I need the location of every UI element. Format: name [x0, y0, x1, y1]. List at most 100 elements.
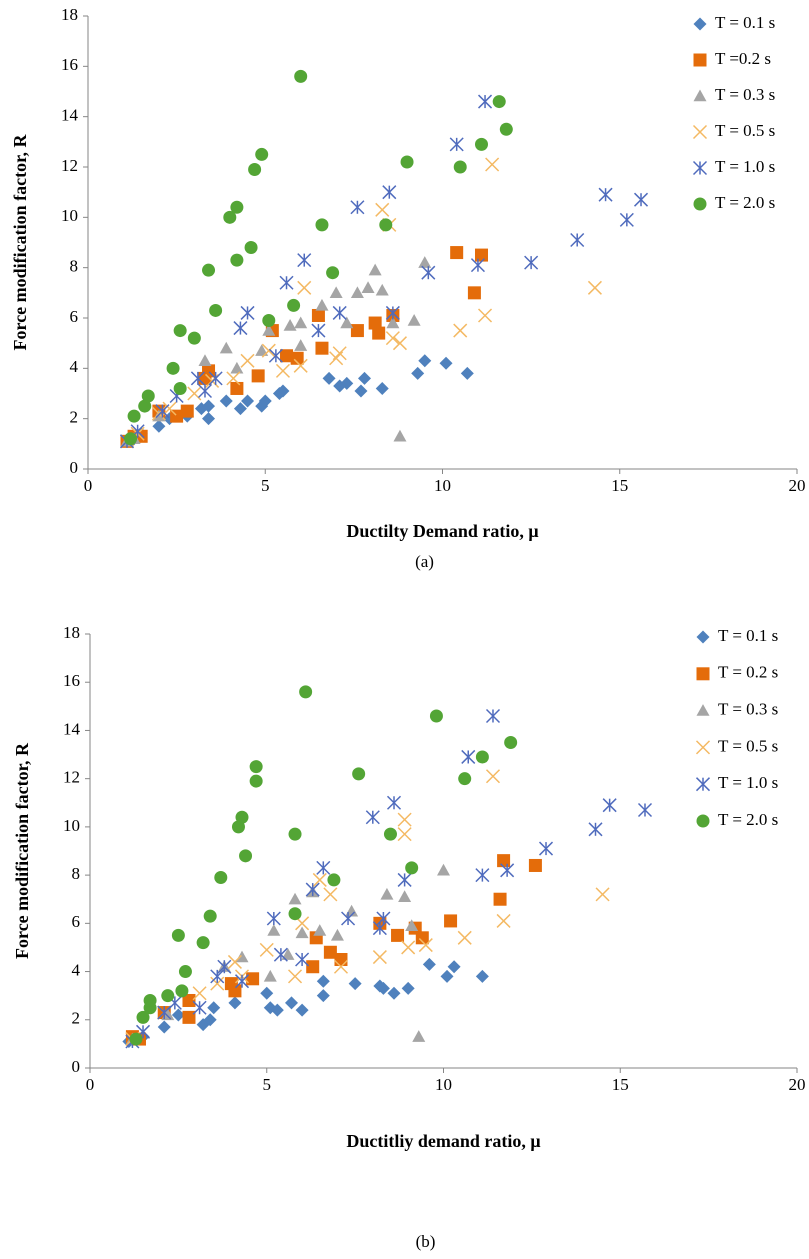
x-axis-title: Ductitliy demand ratio, μ [346, 1131, 540, 1151]
triangle-marker [294, 316, 308, 329]
marker-stroke [261, 343, 276, 358]
circle-marker [379, 218, 393, 232]
legend-label: T = 0.1 s [718, 626, 778, 645]
marker-stroke [695, 740, 711, 755]
x-marker [385, 331, 400, 346]
triangle-marker [219, 341, 233, 354]
circle-marker [161, 989, 175, 1003]
y-tick-label: 0 [70, 458, 79, 477]
x-marker [293, 358, 308, 373]
marker-stroke [418, 938, 433, 953]
circle-marker [244, 241, 258, 255]
square-marker [372, 326, 386, 340]
asterisk-marker [637, 802, 653, 818]
square-marker [693, 53, 707, 67]
square-marker [290, 351, 304, 365]
x-marker [323, 887, 338, 902]
circle-marker [287, 298, 301, 312]
asterisk-marker [234, 974, 250, 989]
triangle-marker [313, 924, 327, 936]
y-tick-label: 18 [63, 623, 80, 642]
asterisk-marker [500, 863, 515, 878]
x-marker [275, 363, 291, 378]
triangle-marker [350, 286, 364, 299]
square-marker [415, 931, 429, 945]
triangle-marker [230, 361, 244, 374]
x-marker [312, 872, 327, 887]
x-marker [457, 930, 472, 945]
circle-marker [475, 750, 489, 764]
asterisk-marker [297, 253, 312, 268]
y-tick-label: 4 [70, 357, 79, 376]
square-marker [323, 945, 337, 959]
diamond-marker [411, 366, 425, 380]
x-marker [418, 938, 433, 953]
y-tick-label: 2 [70, 408, 79, 427]
circle-marker [383, 827, 397, 841]
legend-label: T = 0.2 s [718, 663, 778, 682]
circle-marker [136, 1010, 150, 1024]
marker-stroke [332, 346, 347, 361]
marker-stroke [259, 942, 274, 957]
asterisk-marker [311, 323, 326, 338]
x-tick-label: 5 [263, 1075, 272, 1094]
square-marker [228, 984, 242, 998]
diamond-marker [422, 957, 436, 971]
series [129, 685, 518, 1046]
diamond-marker [693, 17, 707, 31]
circle-marker [315, 218, 329, 232]
y-tick-label: 12 [63, 768, 80, 787]
diamond-marker [401, 981, 415, 995]
marker-stroke [293, 358, 308, 373]
diamond-marker [358, 371, 372, 385]
triangle-marker [288, 892, 302, 905]
square-marker [180, 404, 194, 418]
marker-stroke [397, 827, 412, 842]
circle-marker [429, 709, 443, 723]
y-tick-label: 18 [61, 5, 78, 24]
x-marker [372, 950, 387, 965]
square-marker [306, 960, 320, 974]
x-marker [332, 346, 347, 361]
square-marker [280, 349, 294, 363]
diamond-marker [447, 960, 461, 974]
asterisk-marker [461, 749, 476, 764]
asterisk-marker [350, 200, 365, 215]
asterisk-marker [365, 810, 380, 825]
square-marker [696, 667, 710, 681]
x-marker [261, 343, 276, 358]
circle-marker [230, 253, 244, 267]
triangle-marker [315, 298, 329, 311]
diamond-marker [375, 381, 389, 395]
circle-marker [255, 147, 269, 161]
square-marker [334, 953, 348, 966]
y-tick-label: 16 [61, 55, 78, 74]
diamond-marker [354, 384, 368, 398]
asterisk-marker [372, 921, 387, 936]
diamond-marker [228, 996, 242, 1010]
asterisk-marker [197, 383, 213, 399]
x-tick-label: 5 [261, 476, 270, 495]
circle-marker [171, 928, 185, 942]
caption: (a) [415, 552, 434, 571]
circle-marker [173, 381, 187, 395]
series [124, 69, 513, 446]
circle-marker [696, 814, 710, 828]
circle-marker [474, 137, 488, 151]
y-tick-label: 14 [63, 719, 81, 738]
y-tick-label: 6 [70, 307, 79, 326]
square-marker [497, 854, 511, 868]
circle-marker [249, 774, 263, 788]
triangle-marker [412, 1030, 426, 1042]
asterisk-marker [524, 255, 539, 270]
marker-stroke [295, 916, 310, 931]
asterisk-marker [192, 1000, 207, 1015]
x-tick-label: 15 [612, 1075, 629, 1094]
marker-stroke [210, 976, 225, 991]
triangle-marker [407, 314, 421, 326]
diamond-marker [316, 989, 330, 1003]
y-tick-label: 14 [61, 106, 79, 125]
asterisk-marker [266, 911, 281, 926]
circle-marker [127, 409, 141, 423]
